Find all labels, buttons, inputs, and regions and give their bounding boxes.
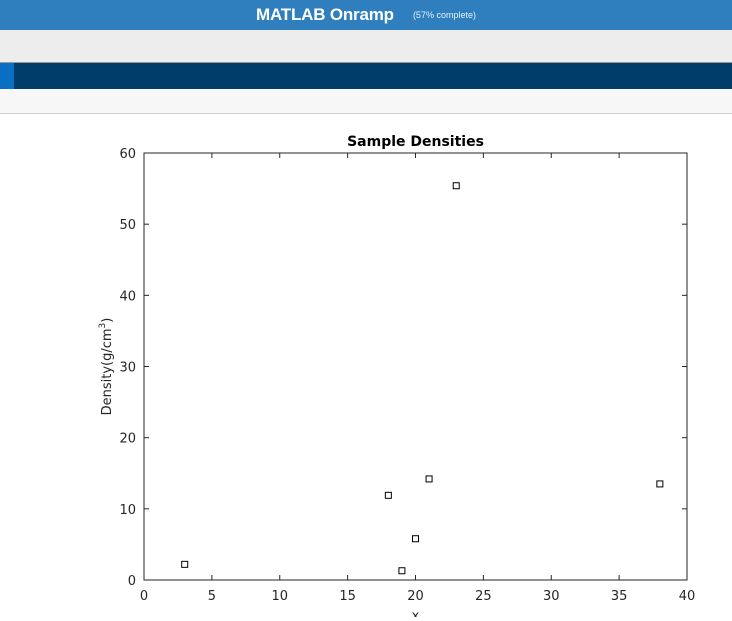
progress-label: (57% complete) <box>412 10 476 20</box>
x-tick-label: 5 <box>208 589 216 604</box>
app-title: MATLAB Onramp <box>256 5 394 24</box>
app-title-bar: MATLAB Onramp (57% complete) <box>0 0 732 30</box>
x-tick-label: 30 <box>543 589 560 604</box>
y-tick-label: 10 <box>119 503 136 518</box>
x-tick-label: 15 <box>339 589 356 604</box>
y-tick-label: 0 <box>128 574 136 589</box>
toolbar-strip <box>0 30 732 63</box>
x-tick-label: 25 <box>475 589 492 604</box>
y-ticks: 0 10 20 30 40 50 60 <box>119 147 687 589</box>
y-tick-label: 50 <box>119 218 136 233</box>
nav-accent-tab[interactable] <box>0 63 14 89</box>
y-tick-label: 30 <box>119 361 136 376</box>
plot-area: Sample Densities 0 5 10 15 20 25 30 35 40 0 10 20 3… <box>0 114 732 621</box>
x-tick-label: 0 <box>140 589 148 604</box>
y-axis-label-close: ) <box>100 318 115 323</box>
y-axis-label: Density(g/cm3) <box>98 318 115 416</box>
data-point-marker <box>398 567 406 575</box>
x-ticks: 0 5 10 15 20 25 30 35 40 <box>140 153 695 604</box>
x-tick-label: 10 <box>271 589 288 604</box>
y-axis-label-superscript: 3 <box>98 323 108 329</box>
sub-toolbar-strip <box>0 89 732 114</box>
x-tick-label: 40 <box>679 589 696 604</box>
chart-title: Sample Densities <box>347 134 484 150</box>
axes-box <box>143 152 688 581</box>
y-tick-label: 40 <box>119 289 136 304</box>
y-tick-label: 20 <box>119 432 136 447</box>
data-point-marker <box>452 182 460 190</box>
data-point-marker <box>412 535 419 543</box>
data-point-marker <box>181 560 189 568</box>
x-tick-label: 20 <box>407 589 424 604</box>
nav-bar <box>0 63 732 89</box>
data-point-marker <box>384 491 392 499</box>
x-axis-label: x <box>412 609 420 617</box>
data-points <box>181 182 664 575</box>
x-tick-label: 35 <box>611 589 628 604</box>
y-axis-label-main: Density(g/cm <box>100 328 115 415</box>
data-point-marker <box>656 480 664 488</box>
y-tick-label: 60 <box>119 147 136 162</box>
data-point-marker <box>425 475 433 483</box>
scatter-chart: Sample Densities 0 5 10 15 20 25 30 35 40 0 10 20 3… <box>98 134 695 621</box>
